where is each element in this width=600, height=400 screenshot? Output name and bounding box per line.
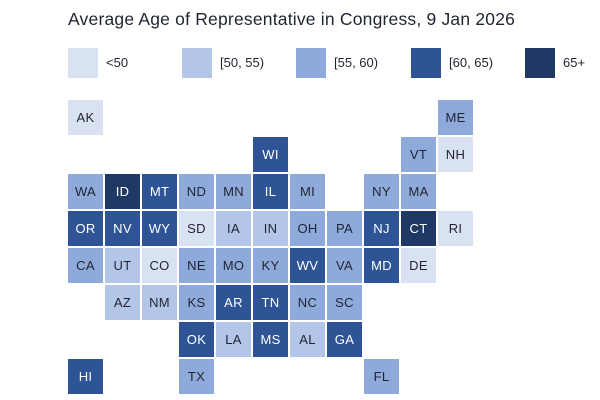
legend-label: 65+ <box>563 55 586 70</box>
state-tile-mt[interactable]: MT <box>142 174 177 209</box>
legend-label: [60, 65) <box>449 55 494 70</box>
legend-swatch <box>525 48 555 78</box>
state-tile-nh[interactable]: NH <box>438 137 473 172</box>
state-tile-ia[interactable]: IA <box>216 211 251 246</box>
state-tile-vt[interactable]: VT <box>401 137 436 172</box>
state-tile-ri[interactable]: RI <box>438 211 473 246</box>
state-tile-md[interactable]: MD <box>364 248 399 283</box>
state-tile-fl[interactable]: FL <box>364 359 399 394</box>
legend-label: [55, 60) <box>334 55 379 70</box>
state-tile-in[interactable]: IN <box>253 211 288 246</box>
state-tile-tx[interactable]: TX <box>179 359 214 394</box>
legend-label: <50 <box>106 55 129 70</box>
state-tile-sd[interactable]: SD <box>179 211 214 246</box>
state-tile-ct[interactable]: CT <box>401 211 436 246</box>
legend-swatch <box>182 48 212 78</box>
state-tile-la[interactable]: LA <box>216 322 251 357</box>
state-tile-nd[interactable]: ND <box>179 174 214 209</box>
state-tile-wi[interactable]: WI <box>253 137 288 172</box>
state-tile-nm[interactable]: NM <box>142 285 177 320</box>
state-tile-ut[interactable]: UT <box>105 248 140 283</box>
chart-title: Average Age of Representative in Congres… <box>68 9 516 29</box>
state-tile-de[interactable]: DE <box>401 248 436 283</box>
state-tile-ar[interactable]: AR <box>216 285 251 320</box>
state-tile-mn[interactable]: MN <box>216 174 251 209</box>
state-tile-mi[interactable]: MI <box>290 174 325 209</box>
legend-swatch <box>296 48 326 78</box>
state-tile-nj[interactable]: NJ <box>364 211 399 246</box>
state-tile-ma[interactable]: MA <box>401 174 436 209</box>
state-tile-al[interactable]: AL <box>290 322 325 357</box>
state-tile-hi[interactable]: HI <box>68 359 103 394</box>
state-tile-ky[interactable]: KY <box>253 248 288 283</box>
state-tile-mo[interactable]: MO <box>216 248 251 283</box>
state-tile-az[interactable]: AZ <box>105 285 140 320</box>
state-tile-tn[interactable]: TN <box>253 285 288 320</box>
state-tile-ga[interactable]: GA <box>327 322 362 357</box>
state-tile-ms[interactable]: MS <box>253 322 288 357</box>
state-tile-sc[interactable]: SC <box>327 285 362 320</box>
legend-swatch <box>411 48 441 78</box>
legend-label: [50, 55) <box>220 55 265 70</box>
state-tile-wy[interactable]: WY <box>142 211 177 246</box>
state-tile-me[interactable]: ME <box>438 100 473 135</box>
state-tile-ak[interactable]: AK <box>68 100 103 135</box>
state-tile-or[interactable]: OR <box>68 211 103 246</box>
state-tile-oh[interactable]: OH <box>290 211 325 246</box>
state-tile-ny[interactable]: NY <box>364 174 399 209</box>
state-tile-wv[interactable]: WV <box>290 248 325 283</box>
state-tile-ok[interactable]: OK <box>179 322 214 357</box>
state-tile-va[interactable]: VA <box>327 248 362 283</box>
state-tile-id[interactable]: ID <box>105 174 140 209</box>
state-tile-nc[interactable]: NC <box>290 285 325 320</box>
state-tile-wa[interactable]: WA <box>68 174 103 209</box>
state-tile-ks[interactable]: KS <box>179 285 214 320</box>
legend-swatch <box>68 48 98 78</box>
state-tile-il[interactable]: IL <box>253 174 288 209</box>
state-tile-ne[interactable]: NE <box>179 248 214 283</box>
state-tile-pa[interactable]: PA <box>327 211 362 246</box>
state-tile-ca[interactable]: CA <box>68 248 103 283</box>
state-tile-nv[interactable]: NV <box>105 211 140 246</box>
state-tile-co[interactable]: CO <box>142 248 177 283</box>
